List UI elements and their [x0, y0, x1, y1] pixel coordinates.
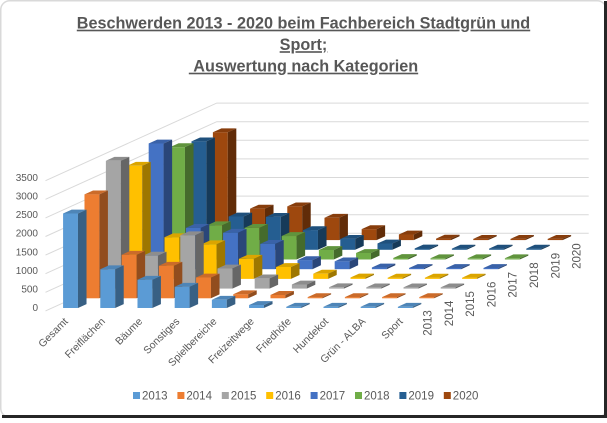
svg-text:Auswertung nach Kategorien: Auswertung nach Kategorien: [189, 58, 418, 76]
svg-text:2020: 2020: [572, 243, 584, 269]
svg-text:2019: 2019: [550, 253, 562, 279]
svg-text:2019: 2019: [408, 390, 434, 402]
svg-text:2020: 2020: [453, 390, 479, 402]
svg-text:2013: 2013: [423, 310, 435, 336]
svg-text:2014: 2014: [186, 390, 212, 402]
svg-text:2000: 2000: [16, 229, 39, 240]
svg-text:1000: 1000: [16, 266, 39, 277]
svg-text:500: 500: [21, 285, 38, 296]
svg-text:Sport;: Sport;: [280, 36, 328, 54]
svg-text:2014: 2014: [444, 300, 456, 326]
svg-text:0: 0: [32, 303, 38, 314]
svg-text:2017: 2017: [508, 272, 520, 298]
svg-text:2018: 2018: [529, 262, 541, 288]
svg-text:3000: 3000: [16, 192, 39, 203]
svg-text:2016: 2016: [486, 282, 498, 308]
svg-text:Beschwerden 2013 - 2020 beim F: Beschwerden 2013 - 2020 beim Fachbereich…: [77, 15, 530, 33]
svg-text:3500: 3500: [16, 173, 39, 184]
svg-text:2015: 2015: [231, 390, 257, 402]
svg-text:2500: 2500: [16, 210, 39, 221]
svg-text:2017: 2017: [320, 390, 346, 402]
svg-text:2016: 2016: [275, 390, 301, 402]
svg-text:2018: 2018: [364, 390, 390, 402]
svg-text:2015: 2015: [465, 291, 477, 317]
svg-text:1500: 1500: [16, 247, 39, 258]
svg-text:2013: 2013: [142, 390, 168, 402]
